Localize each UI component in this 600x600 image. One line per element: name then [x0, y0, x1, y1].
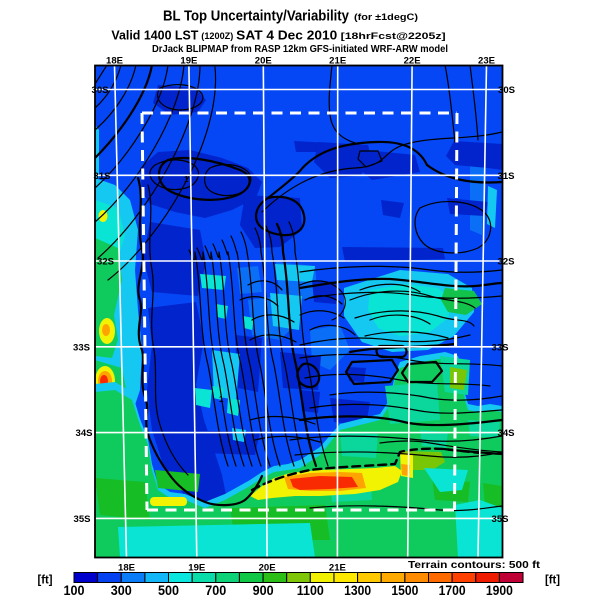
svg-text:1100: 1100 — [297, 583, 324, 598]
svg-text:18E: 18E — [118, 563, 135, 574]
svg-text:1: 1 — [184, 175, 189, 184]
svg-text:BL Top Uncertainty/Variability: BL Top Uncertainty/Variability — [163, 9, 349, 25]
svg-text:[ft]: [ft] — [38, 573, 53, 587]
svg-text:32S: 32S — [498, 257, 515, 268]
svg-text:Valid 1400 LST: Valid 1400 LST — [111, 28, 198, 43]
svg-text:34S: 34S — [76, 428, 93, 439]
svg-text:32S: 32S — [97, 257, 114, 268]
svg-text:[18hrFcst@2205z]: [18hrFcst@2205z] — [341, 31, 446, 42]
svg-text:500: 500 — [158, 583, 179, 598]
svg-text:1700: 1700 — [439, 583, 466, 598]
svg-text:Terrain contours: 500 ft: Terrain contours: 500 ft — [408, 560, 541, 571]
svg-text:100: 100 — [64, 583, 85, 598]
svg-text:33S: 33S — [73, 342, 90, 353]
svg-text:(1200Z): (1200Z) — [201, 31, 233, 41]
svg-text:700: 700 — [205, 583, 226, 598]
svg-text:20E: 20E — [255, 56, 272, 67]
svg-text:33S: 33S — [492, 342, 509, 353]
svg-text:1300: 1300 — [344, 583, 371, 598]
svg-text:34S: 34S — [498, 428, 515, 439]
svg-text:SAT 4 Dec 2010: SAT 4 Dec 2010 — [236, 28, 337, 43]
svg-text:18E: 18E — [106, 56, 123, 67]
svg-text:1500: 1500 — [391, 583, 418, 598]
svg-text:21E: 21E — [329, 56, 346, 67]
svg-text:22E: 22E — [404, 56, 421, 67]
svg-text:19E: 19E — [188, 563, 205, 574]
svg-text:21E: 21E — [329, 563, 346, 574]
svg-text:19E: 19E — [180, 56, 197, 67]
svg-text:23E: 23E — [478, 56, 495, 67]
svg-text:300: 300 — [111, 583, 132, 598]
svg-text:[ft]: [ft] — [545, 573, 560, 587]
svg-text:(for ±1degC): (for ±1degC) — [354, 12, 418, 22]
svg-text:30S: 30S — [498, 85, 515, 96]
svg-text:20E: 20E — [259, 563, 276, 574]
svg-text:900: 900 — [253, 583, 274, 598]
svg-text:30S: 30S — [92, 85, 109, 96]
svg-text:DrJack BLIPMAP from RASP 12km: DrJack BLIPMAP from RASP 12km GFS-initia… — [152, 43, 448, 55]
svg-text:31S: 31S — [498, 171, 515, 182]
svg-text:35S: 35S — [74, 514, 91, 525]
svg-text:35S: 35S — [492, 514, 509, 525]
svg-text:31S: 31S — [94, 171, 111, 182]
svg-text:1: 1 — [219, 395, 224, 404]
svg-text:1900: 1900 — [486, 583, 513, 598]
